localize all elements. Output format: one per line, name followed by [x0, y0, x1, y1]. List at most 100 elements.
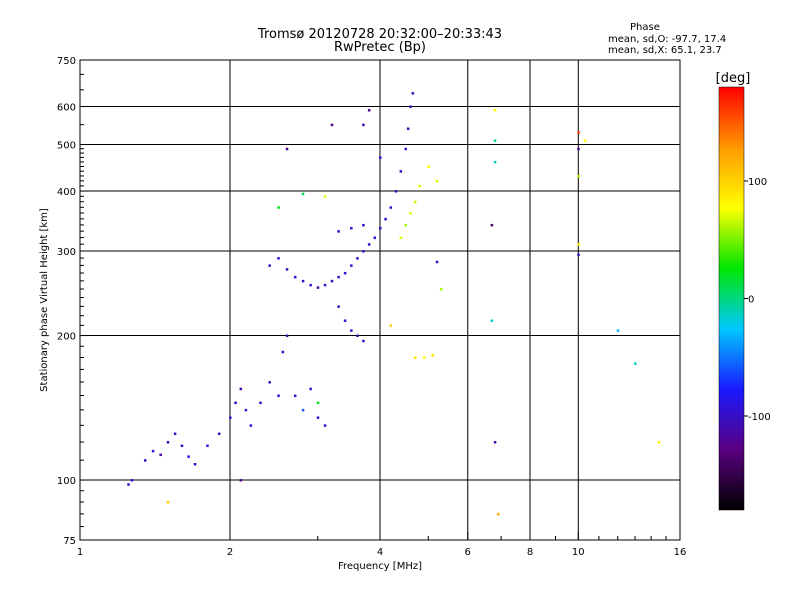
data-point — [577, 253, 580, 257]
data-point — [389, 324, 393, 327]
y-tick-label: 400 — [57, 187, 76, 198]
data-point — [229, 416, 232, 419]
data-point — [409, 105, 412, 109]
data-point — [337, 305, 340, 308]
data-point — [239, 479, 243, 482]
y-axis-ticks: 75 100 200 300 400 500 600 750 — [57, 56, 88, 547]
data-point — [413, 200, 417, 204]
data-point — [356, 334, 359, 338]
data-point — [496, 512, 500, 516]
data-point — [399, 236, 403, 240]
data-point — [323, 283, 327, 287]
x-tick-label: 2 — [227, 547, 233, 558]
data-point — [323, 424, 327, 427]
data-point — [399, 170, 403, 173]
data-point — [394, 190, 398, 193]
data-point — [259, 401, 262, 405]
data-point — [379, 156, 382, 159]
data-point — [244, 408, 248, 412]
data-point — [435, 260, 439, 264]
x-tick-label: 4 — [377, 547, 383, 558]
data-point — [493, 109, 497, 112]
data-point — [362, 123, 365, 127]
data-point — [285, 147, 289, 151]
data-point — [431, 354, 435, 357]
phase-stats-x: mean, sd,X: 65.1, 23.7 — [608, 45, 722, 56]
x-tick-label: 10 — [572, 547, 585, 558]
data-point — [490, 319, 494, 322]
data-point — [367, 109, 371, 112]
data-point — [234, 401, 237, 405]
y-tick-label: 600 — [57, 103, 76, 114]
data-point — [439, 288, 443, 291]
data-point — [404, 223, 407, 227]
data-point — [379, 227, 382, 230]
data-point — [268, 264, 271, 267]
data-point — [583, 139, 587, 142]
y-tick-label: 300 — [57, 247, 76, 258]
data-point — [577, 147, 580, 151]
data-point — [268, 381, 271, 384]
data-point — [343, 319, 347, 322]
data-point — [330, 123, 334, 127]
data-point — [362, 339, 365, 343]
y-tick-label: 200 — [57, 332, 76, 343]
data-point — [343, 271, 347, 275]
data-point — [193, 462, 197, 466]
data-point — [301, 192, 305, 196]
data-point — [373, 236, 377, 240]
x-tick-label: 1 — [77, 547, 83, 558]
data-point — [616, 329, 620, 332]
y-tick-label: 500 — [57, 141, 76, 152]
grid-lines — [80, 60, 680, 540]
data-point — [127, 483, 130, 486]
data-point — [427, 165, 430, 168]
data-point — [493, 441, 497, 444]
colorbar-ticks: 100 0 -100 — [744, 177, 771, 423]
data-point — [277, 257, 280, 260]
data-point — [285, 268, 289, 271]
data-point — [239, 387, 243, 391]
data-point — [384, 217, 387, 221]
colorbar-tick-label: -100 — [748, 412, 771, 423]
data-point — [577, 243, 580, 246]
data-point — [151, 449, 155, 453]
data-point — [493, 139, 497, 142]
data-point — [404, 147, 407, 151]
data-point — [316, 416, 320, 419]
y-tick-label: 100 — [57, 476, 76, 487]
data-point — [362, 223, 365, 227]
data-point — [316, 401, 320, 405]
scatter-points — [127, 92, 661, 516]
x-tick-label: 16 — [674, 547, 687, 558]
y-tick-label: 750 — [57, 56, 76, 67]
data-point — [330, 279, 334, 283]
x-tick-label: 6 — [465, 547, 471, 558]
data-point — [309, 387, 312, 391]
data-point — [422, 356, 426, 359]
data-point — [293, 275, 297, 279]
x-axis-ticks: 1 2 4 6 8 10 16 — [77, 532, 687, 558]
data-point — [350, 264, 353, 267]
data-point — [173, 432, 177, 436]
data-point — [362, 250, 365, 253]
data-point — [249, 424, 253, 427]
data-point — [159, 453, 162, 457]
data-point — [293, 394, 297, 398]
data-point — [281, 350, 285, 354]
data-point — [206, 444, 209, 448]
data-point — [301, 408, 305, 412]
data-point — [367, 243, 371, 246]
data-point — [634, 362, 637, 365]
data-point — [217, 432, 221, 436]
colorbar — [718, 86, 745, 511]
data-point — [337, 275, 340, 279]
data-point — [577, 131, 580, 134]
colorbar-unit: [deg] — [716, 71, 751, 86]
y-axis-label: Stationary phase Virtual Height [km] — [39, 208, 50, 392]
data-point — [316, 286, 320, 289]
data-point — [435, 179, 439, 183]
data-point — [350, 329, 353, 332]
data-point — [143, 459, 147, 462]
